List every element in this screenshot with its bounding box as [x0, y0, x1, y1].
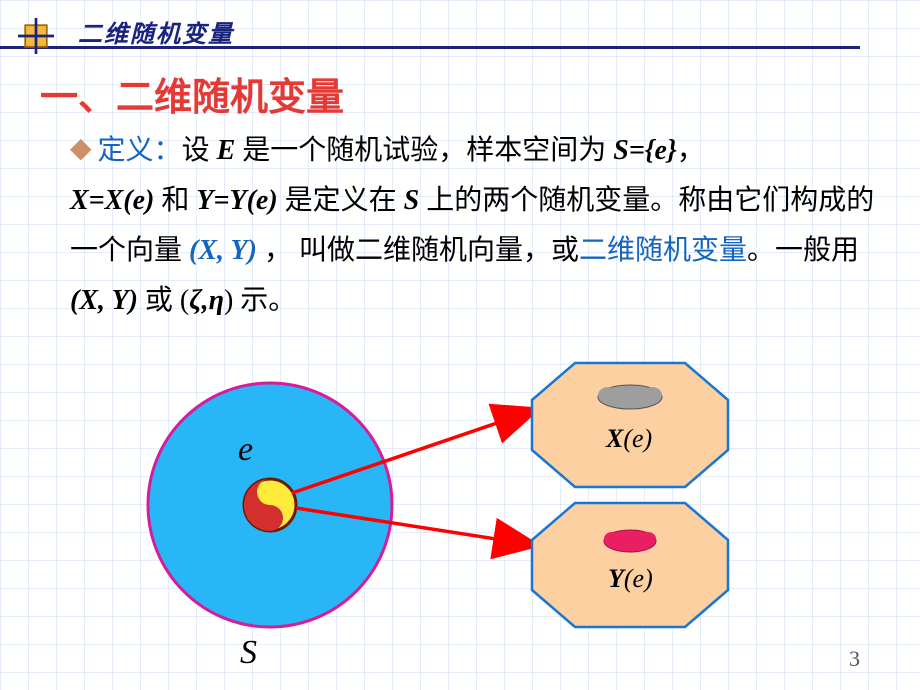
term-2drv: 二维随机变量: [579, 235, 747, 266]
vec-XY2: (X, Y): [70, 285, 138, 316]
expr-Y: Y=Y(e): [196, 185, 277, 216]
t3: 是一个随机试验，样本空间为: [235, 135, 613, 166]
oct-X-suffix: (e): [623, 424, 652, 453]
expr-X: X=X(e): [70, 185, 154, 216]
t17: 或 (: [138, 285, 189, 316]
greek: ζ,η: [189, 285, 224, 316]
octagon-X: X(e): [532, 363, 728, 487]
var-S2: S: [404, 185, 420, 216]
octagon-Y: Y(e): [532, 503, 728, 627]
vec-XY: (X, Y): [189, 235, 257, 266]
t13: ， 叫做二维随机向量，或: [257, 235, 579, 266]
definition-paragraph: ◆定义：设 E 是一个随机试验，样本空间为 S={e}， X=X(e) 和 Y=…: [70, 126, 880, 326]
t7: 和: [154, 185, 196, 216]
sample-point-icon: [244, 479, 296, 531]
oct-Y-suffix: (e): [624, 564, 653, 593]
diagram: e S X(e) Y(e): [60, 345, 880, 675]
oct-X-prefix: X: [605, 424, 624, 453]
breadcrumb: 二维随机变量: [78, 14, 234, 49]
bullet-icon: ◆: [70, 124, 92, 174]
page-title: 一、二维随机变量: [40, 66, 344, 121]
label-e: e: [238, 431, 253, 468]
t19: ) 示。: [224, 285, 296, 316]
def-label: 定义：: [98, 135, 182, 166]
corner-ornament-icon: [18, 18, 54, 54]
label-S: S: [240, 634, 257, 671]
var-E: E: [217, 135, 236, 166]
svg-text:Y(e): Y(e): [608, 564, 653, 593]
expr-S: S={e}: [613, 135, 676, 166]
t1: 设: [182, 135, 217, 166]
t9: 是定义在: [278, 185, 404, 216]
svg-text:X(e): X(e): [605, 424, 652, 453]
page-number: 3: [849, 646, 860, 672]
t5: ，: [677, 135, 705, 166]
t15: 。一般用: [747, 235, 859, 266]
